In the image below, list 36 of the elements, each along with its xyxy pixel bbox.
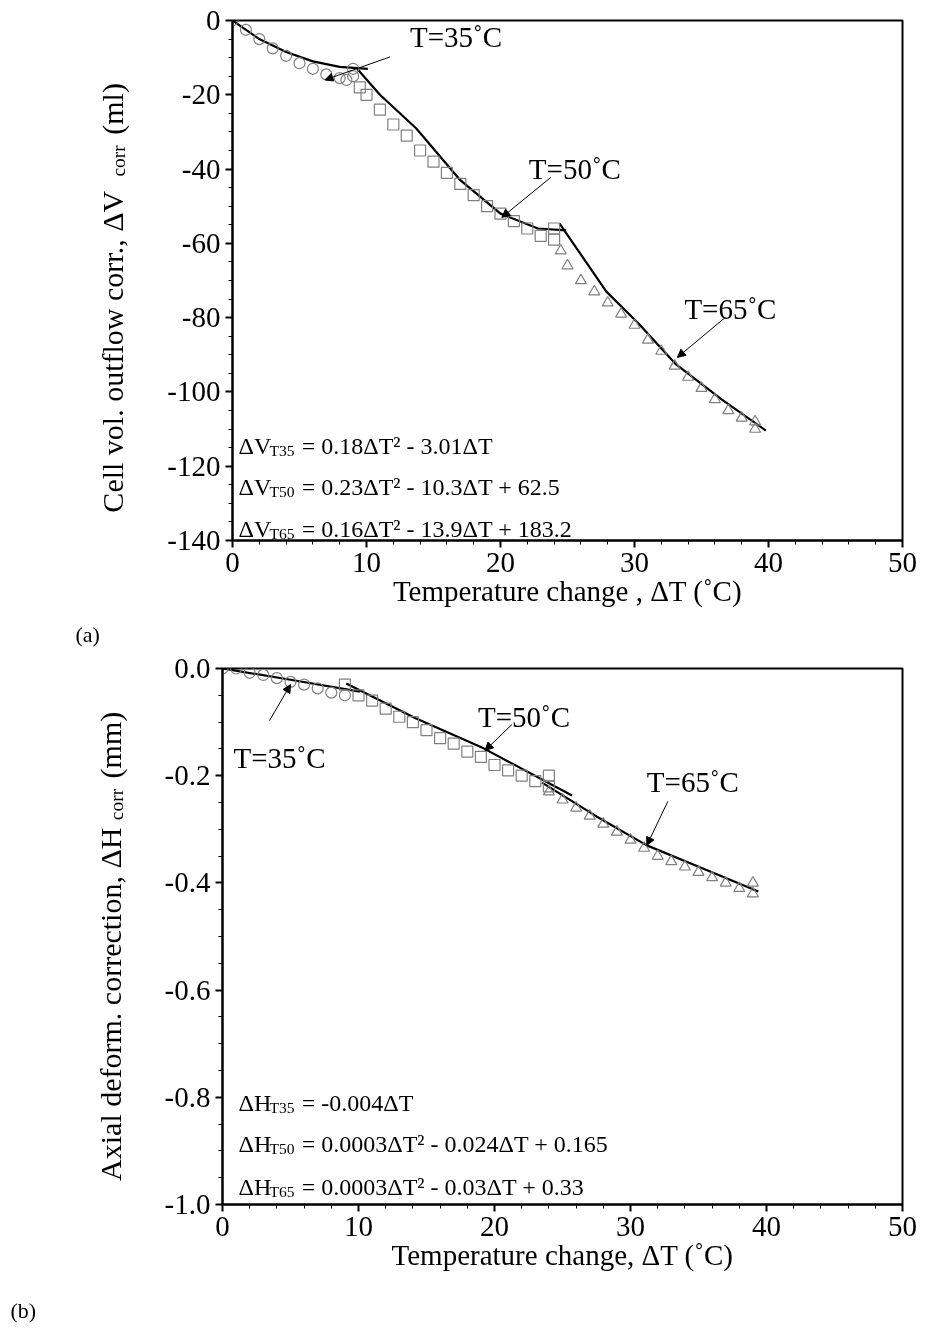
x-tick-label: 10 [344,1209,373,1242]
x-tick-label: 40 [754,545,783,578]
y-tick-label: 0 [206,4,221,36]
annotation: T=35˚C [409,20,503,53]
x-tick-label: 50 [888,545,917,578]
y-tick-label: -1.0 [164,1188,211,1220]
text: (a) [75,622,100,647]
annotation: T=65˚C [646,766,739,799]
y-tick-label: -0.4 [164,866,211,899]
x-tick-label: 10 [352,545,381,578]
y-tick-label: -0.6 [164,973,211,1006]
annotation: ΔVT50 = 0.23ΔT² - 10.3ΔT + 62.5 [238,473,560,500]
x-tick-label: 40 [752,1209,781,1242]
y-tick-label: -120 [167,449,221,482]
y-tick-label: 0.0 [174,652,211,684]
annotation: T=35˚C [233,741,326,774]
annotation: ΔHT50 = 0.0003ΔT² - 0.024ΔT + 0.165 [238,1130,608,1157]
y-tick-label: -0.8 [164,1080,211,1113]
annotation: ΔHT65 = 0.0003ΔT² - 0.03ΔT + 0.33 [238,1173,584,1200]
annotation: ΔVT35 = 0.18ΔT² - 3.01ΔT [238,432,493,459]
annotation: T=65˚C [684,293,777,326]
y-tick-label: -20 [181,78,221,111]
annotation: ΔHT35 = -0.004ΔT [238,1089,414,1116]
y-tick-label: -80 [181,301,221,334]
annotation: T=50˚C [528,153,621,186]
y-axis-title: Axial deform. correction, ΔHcorr (mm) [94,711,128,1181]
y-tick-label: -40 [181,152,221,185]
y-tick-label: -0.2 [164,759,211,792]
y-tick-label: -60 [181,226,221,259]
annotation: ΔVT65 = 0.16ΔT² - 13.9ΔT + 183.2 [238,515,572,542]
y-tick-label: -100 [167,375,221,408]
text: (b) [10,1298,37,1323]
annotation: T=50˚C [477,700,571,733]
y-tick-label: -140 [167,524,221,556]
y-axis-title: Cell vol. outflow corr., ΔVcorr (ml) [96,83,130,513]
x-tick-label: 50 [888,1209,917,1242]
